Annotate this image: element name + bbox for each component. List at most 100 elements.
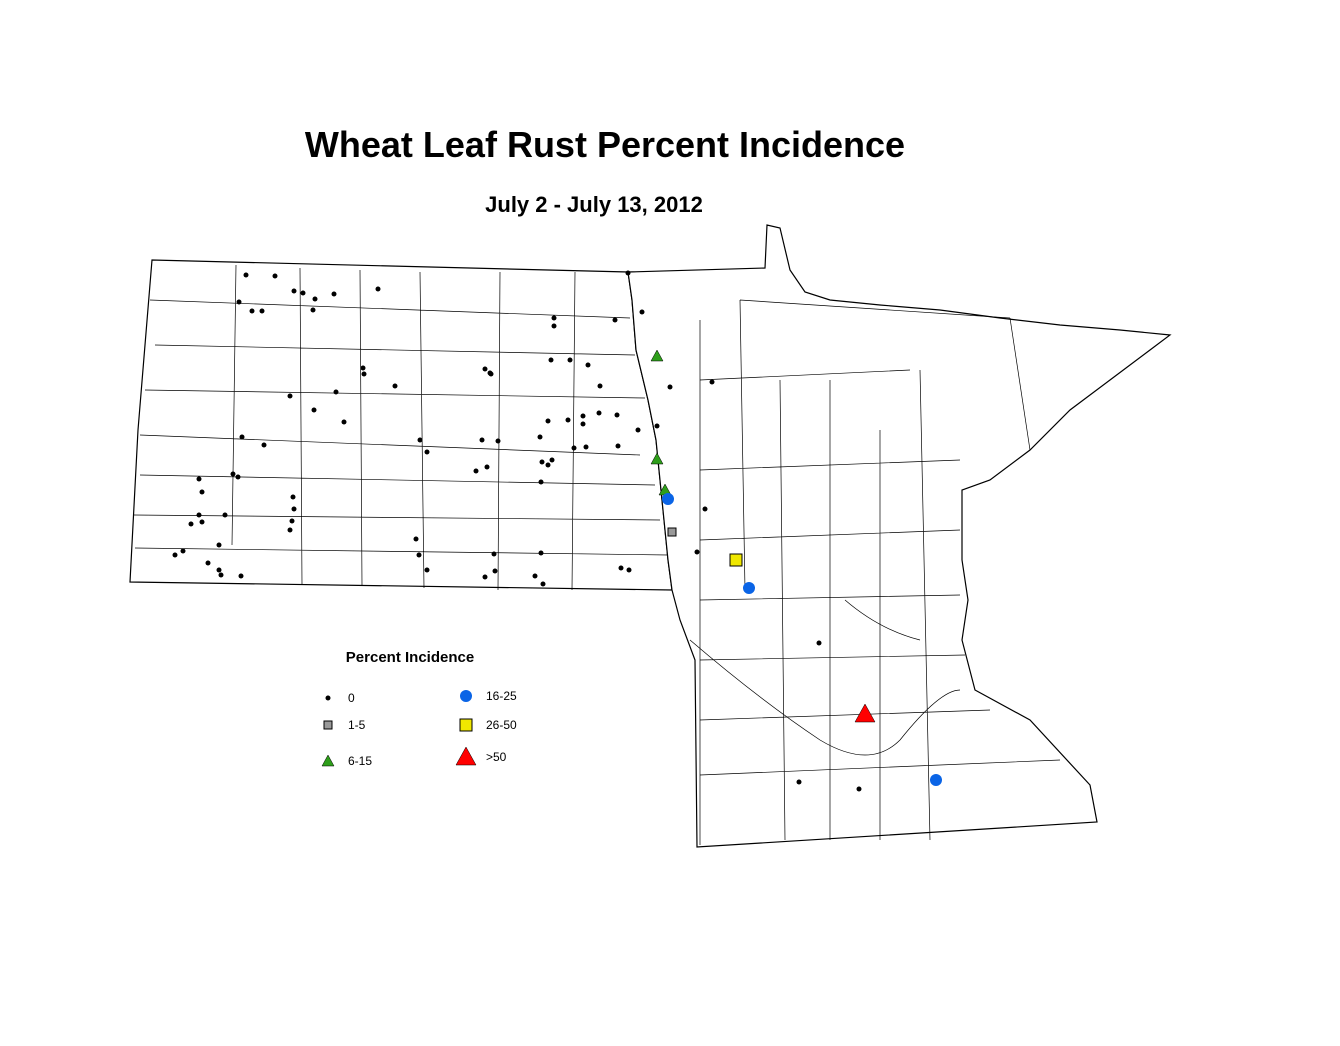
site-dot xyxy=(548,357,554,363)
site-dot xyxy=(199,519,205,525)
site-dot xyxy=(625,270,631,276)
site-dot xyxy=(289,518,295,524)
site-dot xyxy=(580,421,586,427)
site-dot xyxy=(236,299,242,305)
site-dot xyxy=(545,418,551,424)
site-dot xyxy=(172,552,178,558)
site-triangle xyxy=(650,452,664,465)
site-dot xyxy=(261,442,267,448)
site-dot xyxy=(287,393,293,399)
site-dot xyxy=(654,423,660,429)
site-dot xyxy=(537,434,543,440)
site-dot xyxy=(626,567,632,573)
site-dot xyxy=(709,379,715,385)
site-dot xyxy=(856,786,862,792)
site-dot xyxy=(635,427,641,433)
site-dot xyxy=(482,366,488,372)
site-dot xyxy=(416,552,422,558)
site-dot xyxy=(325,695,331,701)
site-dot xyxy=(235,474,241,480)
map-subtitle: July 2 - July 13, 2012 xyxy=(485,192,703,217)
site-dot xyxy=(597,383,603,389)
site-circle xyxy=(930,774,942,786)
site-dot xyxy=(571,445,577,451)
site-dot xyxy=(495,438,501,444)
site-dot xyxy=(473,468,479,474)
site-square xyxy=(729,553,743,567)
site-dot xyxy=(545,462,551,468)
site-dot xyxy=(816,640,822,646)
site-dot xyxy=(424,567,430,573)
site-dot xyxy=(484,464,490,470)
site-dot xyxy=(196,476,202,482)
site-dot xyxy=(424,449,430,455)
site-dot xyxy=(311,407,317,413)
site-dot xyxy=(596,410,602,416)
site-square xyxy=(459,718,473,732)
legend-label: 1-5 xyxy=(348,718,366,732)
site-dot xyxy=(565,417,571,423)
site-dot xyxy=(539,459,545,465)
survey-sites xyxy=(172,270,942,792)
site-triangle xyxy=(854,703,876,723)
site-dot xyxy=(639,309,645,315)
legend-label: 26-50 xyxy=(486,718,517,732)
map-title: Wheat Leaf Rust Percent Incidence xyxy=(305,124,905,165)
legend-title: Percent Incidence xyxy=(346,649,474,666)
site-dot xyxy=(239,434,245,440)
site-dot xyxy=(540,581,546,587)
site-dot xyxy=(249,308,255,314)
site-dot xyxy=(375,286,381,292)
site-dot xyxy=(549,457,555,463)
legend: Percent Incidence 0 1-5 6-15 16-25 26-50 >50 xyxy=(321,649,517,768)
site-dot xyxy=(199,489,205,495)
site-circle xyxy=(743,582,755,594)
site-dot xyxy=(413,536,419,542)
site-dot xyxy=(180,548,186,554)
site-dot xyxy=(479,437,485,443)
legend-label: 0 xyxy=(348,691,355,705)
site-dot xyxy=(291,288,297,294)
site-dot xyxy=(272,273,278,279)
site-dot xyxy=(361,371,367,377)
site-triangle xyxy=(650,349,664,362)
site-dot xyxy=(238,573,244,579)
site-dot xyxy=(300,290,306,296)
site-dot xyxy=(612,317,618,323)
site-dot xyxy=(222,512,228,518)
site-dot xyxy=(796,779,802,785)
site-dot xyxy=(290,494,296,500)
site-dot xyxy=(188,521,194,527)
site-dot xyxy=(216,542,222,548)
site-dot xyxy=(615,443,621,449)
site-dot xyxy=(551,315,557,321)
site-square xyxy=(667,527,677,537)
site-dot xyxy=(580,413,586,419)
site-triangle xyxy=(321,754,335,767)
legend-label: 6-15 xyxy=(348,754,372,768)
site-square xyxy=(323,720,333,730)
site-dot xyxy=(392,383,398,389)
site-dot xyxy=(243,272,249,278)
minnesota xyxy=(627,224,1172,848)
site-dot xyxy=(312,296,318,302)
site-dot xyxy=(694,549,700,555)
site-dot xyxy=(205,560,211,566)
county-lines xyxy=(133,264,1061,845)
site-dot xyxy=(488,371,494,377)
site-dot xyxy=(360,365,366,371)
site-dot xyxy=(492,568,498,574)
site-dot xyxy=(196,512,202,518)
site-dot xyxy=(417,437,423,443)
site-dot xyxy=(333,389,339,395)
site-dot xyxy=(667,384,673,390)
site-triangle xyxy=(455,746,477,766)
site-dot xyxy=(538,479,544,485)
site-dot xyxy=(585,362,591,368)
legend-label: >50 xyxy=(486,750,507,764)
site-dot xyxy=(216,567,222,573)
site-dot xyxy=(538,550,544,556)
site-circle xyxy=(460,690,472,702)
site-dot xyxy=(259,308,265,314)
